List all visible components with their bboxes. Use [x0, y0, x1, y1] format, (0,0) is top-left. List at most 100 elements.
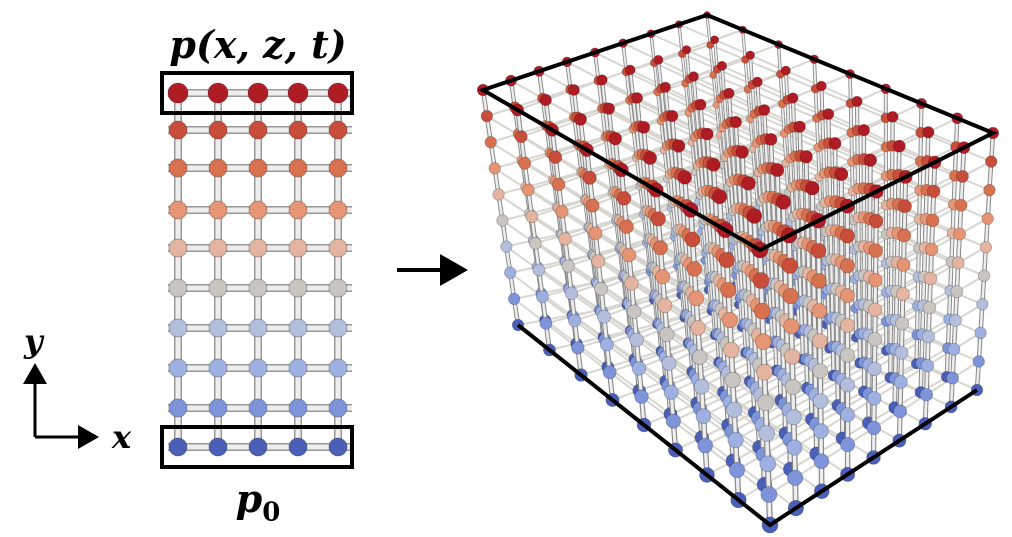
- node: [492, 188, 505, 201]
- node: [775, 194, 791, 210]
- node: [328, 398, 348, 418]
- rod: [791, 97, 805, 360]
- node: [924, 242, 939, 257]
- node: [983, 183, 996, 197]
- node: [972, 355, 985, 368]
- node: [548, 150, 563, 164]
- node: [712, 189, 728, 205]
- node: [746, 208, 763, 224]
- rod: [775, 170, 787, 434]
- rod: [893, 146, 901, 408]
- node: [839, 287, 856, 304]
- rod: [804, 156, 814, 420]
- rod: [740, 151, 756, 413]
- node: [886, 110, 899, 123]
- node: [752, 272, 770, 289]
- node: [867, 332, 883, 347]
- node: [168, 358, 188, 378]
- rod: [706, 14, 736, 286]
- node: [599, 337, 614, 352]
- node: [758, 104, 771, 116]
- rod: [763, 109, 778, 371]
- node: [757, 394, 774, 412]
- node: [626, 304, 642, 319]
- node: [919, 387, 934, 402]
- node: [528, 236, 542, 250]
- node: [897, 228, 912, 243]
- node: [167, 82, 189, 104]
- rod: [718, 196, 735, 462]
- node: [248, 398, 268, 418]
- node: [783, 318, 800, 335]
- node: [539, 316, 553, 330]
- rod: [670, 115, 694, 372]
- node: [706, 157, 721, 172]
- rod: [915, 103, 923, 364]
- node: [168, 398, 188, 418]
- rod: [685, 49, 713, 312]
- node: [208, 200, 228, 220]
- node: [568, 84, 580, 96]
- node: [811, 303, 828, 319]
- rod: [827, 114, 835, 376]
- node: [813, 453, 830, 470]
- node: [624, 64, 636, 76]
- node: [866, 420, 882, 436]
- node: [787, 92, 799, 104]
- node: [208, 358, 228, 378]
- node: [697, 437, 714, 454]
- node: [840, 407, 856, 423]
- node: [596, 309, 611, 324]
- node: [539, 93, 552, 107]
- node: [688, 71, 699, 82]
- node: [588, 226, 603, 241]
- node: [504, 266, 517, 279]
- node: [799, 150, 813, 164]
- node: [868, 213, 884, 229]
- node: [328, 158, 348, 178]
- node: [629, 332, 644, 348]
- node: [741, 176, 756, 191]
- node: [691, 349, 708, 366]
- node: [328, 278, 348, 298]
- node: [208, 437, 228, 457]
- node: [758, 424, 776, 442]
- node: [208, 238, 228, 258]
- node: [288, 318, 308, 338]
- node: [558, 232, 572, 246]
- node: [208, 120, 228, 140]
- node: [816, 80, 827, 92]
- node: [851, 95, 863, 107]
- node: [716, 60, 727, 71]
- node: [896, 257, 911, 272]
- node: [567, 313, 582, 328]
- node: [867, 361, 882, 377]
- node: [681, 45, 692, 55]
- node: [721, 311, 738, 329]
- rod: [781, 202, 793, 470]
- rod: [720, 65, 743, 328]
- node: [650, 211, 666, 227]
- node: [839, 228, 855, 244]
- node: [727, 431, 744, 449]
- node: [812, 363, 829, 379]
- node: [811, 273, 827, 289]
- node: [208, 318, 228, 338]
- node: [208, 158, 228, 178]
- node: [248, 158, 268, 178]
- node: [726, 401, 743, 419]
- node: [839, 258, 855, 274]
- node: [328, 318, 348, 338]
- node: [839, 317, 856, 333]
- node: [661, 355, 677, 371]
- node: [866, 391, 882, 406]
- node: [926, 184, 941, 199]
- node: [328, 200, 348, 220]
- node: [760, 486, 778, 503]
- node: [168, 120, 188, 140]
- node: [248, 120, 268, 140]
- node: [327, 82, 349, 104]
- node: [652, 240, 668, 256]
